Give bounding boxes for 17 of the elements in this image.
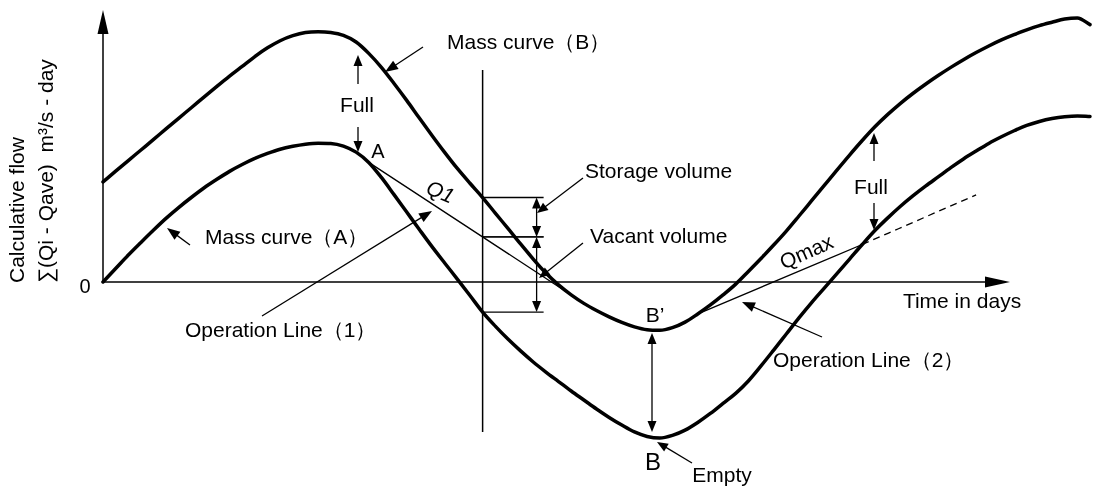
annotation: Full bbox=[854, 174, 888, 198]
annotation: B’ bbox=[645, 302, 665, 326]
text: B bbox=[644, 447, 662, 475]
text: Mass curve（B） bbox=[447, 29, 611, 53]
text: Operation Line（1） bbox=[185, 317, 377, 341]
text: Operation Line（2） bbox=[773, 347, 965, 371]
annotation: Storage volume bbox=[585, 158, 733, 182]
annotation: A bbox=[371, 139, 386, 162]
legend-label: Mass curve（A） bbox=[205, 224, 369, 248]
text: 0 bbox=[79, 274, 91, 297]
y-axis-title: Calculative flow ∑(Qi - Qave) m³/s - day bbox=[4, 58, 58, 283]
annotation: Qmax bbox=[776, 229, 838, 274]
x-axis-title: Time in days bbox=[902, 288, 1022, 312]
text: Empty bbox=[692, 462, 753, 486]
annotation: Full bbox=[340, 92, 374, 116]
annotation: Vacant volume bbox=[590, 223, 728, 247]
annotation: Q1 bbox=[423, 175, 459, 208]
